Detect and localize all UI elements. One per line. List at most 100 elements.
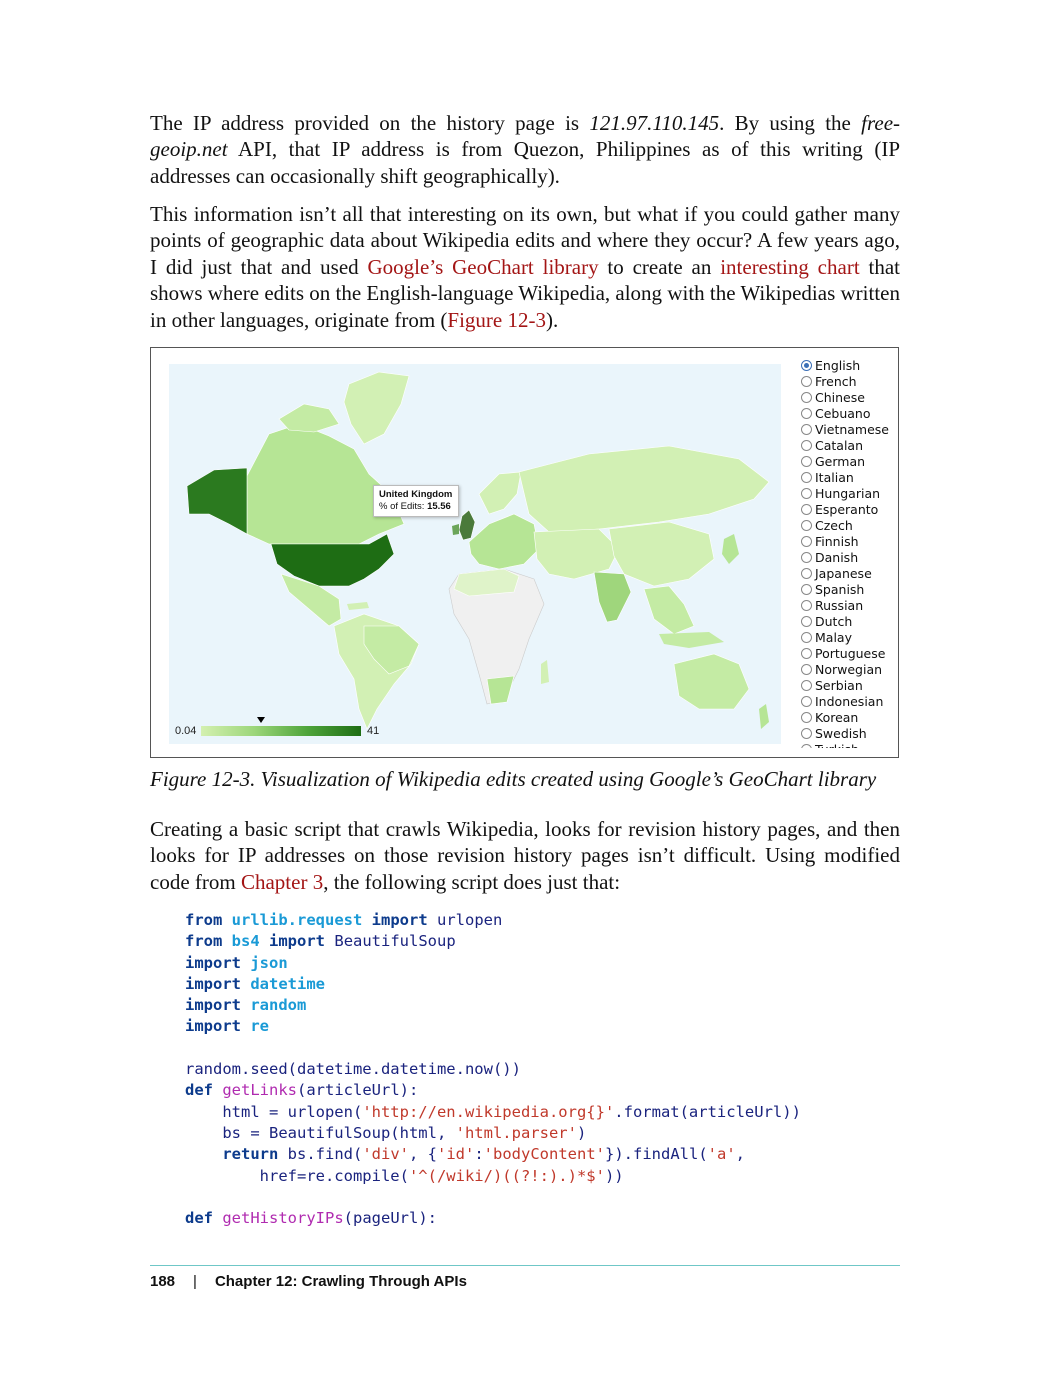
language-option[interactable]: Dutch [801,614,896,630]
language-option[interactable]: Chinese [801,390,896,406]
language-label: Malay [815,630,852,645]
text: . By using the [719,111,862,135]
radio-icon[interactable] [801,632,812,643]
language-option[interactable]: Finnish [801,534,896,550]
paragraph-script-intro: Creating a basic script that crawls Wiki… [150,816,900,895]
tooltip-value: 15.56 [427,501,451,512]
radio-icon[interactable] [801,472,812,483]
language-radio-list: English French Chinese Cebuano Vietnamese Cat… [801,358,896,748]
radio-icon[interactable] [801,360,812,371]
region-china [608,521,715,587]
language-option[interactable]: Turkish [801,742,896,748]
language-label: Danish [815,550,859,565]
text: , the following script does just that: [323,869,621,894]
language-label: French [815,374,857,389]
language-option[interactable]: Serbian [801,678,896,694]
radio-icon[interactable] [801,424,812,435]
region-brazil [363,625,420,675]
region-madagascar [541,660,549,684]
radio-icon[interactable] [801,584,812,595]
region-new-zealand [759,704,769,729]
radio-icon[interactable] [801,616,812,627]
language-label: Indonesian [815,694,884,709]
ip-address: 121.97.110.145 [589,111,720,135]
region-southeast-asia [643,585,695,635]
radio-icon[interactable] [801,376,812,387]
interesting-chart-link[interactable]: interesting chart [720,254,860,279]
language-label: Catalan [815,438,864,453]
code-line: import random [185,996,307,1015]
language-option[interactable]: Hungarian [801,486,896,502]
figure-caption: Figure 12-3. Visualization of Wikipedia … [150,767,877,791]
region-central-asia [533,528,620,580]
region-indonesia [659,632,724,648]
language-label: Swedish [815,726,867,741]
language-option[interactable]: Italian [801,470,896,486]
code-block: from urllib.request import urlopen from … [185,910,801,1229]
radio-icon[interactable] [801,728,812,739]
radio-icon[interactable] [801,744,812,748]
radio-icon[interactable] [801,696,812,707]
language-option[interactable]: Portuguese [801,646,896,662]
region-india [593,571,632,623]
radio-icon[interactable] [801,488,812,499]
language-option[interactable]: Malay [801,630,896,646]
code-line: def getLinks(articleUrl): [185,1081,419,1100]
language-label: German [815,454,866,469]
language-option[interactable]: German [801,454,896,470]
language-option[interactable]: Norwegian [801,662,896,678]
chapter-3-link[interactable]: Chapter 3 [240,869,324,894]
code-line: from urllib.request import urlopen [185,911,503,929]
language-option[interactable]: Danish [801,550,896,566]
radio-icon[interactable] [801,648,812,659]
code-line: random.seed(datetime.datetime.now()) [185,1060,521,1079]
radio-icon[interactable] [801,392,812,403]
language-label: Portuguese [815,646,886,661]
language-option[interactable]: Indonesian [801,694,896,710]
language-option[interactable]: Spanish [801,582,896,598]
radio-icon[interactable] [801,680,812,691]
language-option[interactable]: French [801,374,896,390]
code-line: def getHistoryIPs(pageUrl): [185,1209,437,1228]
radio-icon[interactable] [801,456,812,467]
language-option[interactable]: Esperanto [801,502,896,518]
language-option[interactable]: Cebuano [801,406,896,422]
legend-marker-icon [257,717,265,723]
language-label: Vietnamese [815,422,889,437]
language-label: Hungarian [815,486,881,501]
code-line: import re [185,1017,270,1036]
language-label: Russian [815,598,864,613]
geochart-library-link[interactable]: Google’s GeoChart library [367,254,599,279]
radio-icon[interactable] [801,568,812,579]
radio-icon[interactable] [801,552,812,563]
language-option[interactable]: Catalan [801,438,896,454]
region-south-africa [486,675,515,705]
language-option[interactable]: Russian [801,598,896,614]
chapter-title: Chapter 12: Crawling Through APIs [214,1273,467,1290]
language-label: Italian [815,470,854,485]
text: ). [545,307,559,332]
radio-icon[interactable] [801,440,812,451]
language-option[interactable]: English [801,358,896,374]
radio-icon[interactable] [801,536,812,547]
language-option[interactable]: Vietnamese [801,422,896,438]
radio-icon[interactable] [801,408,812,419]
tooltip-value-line: % of Edits: 15.56 [379,501,453,513]
figure-12-3-link[interactable]: Figure 12-3 [447,307,546,332]
language-label: Norwegian [815,662,883,677]
tooltip-country: United Kingdom [379,489,453,500]
language-option[interactable]: Japanese [801,566,896,582]
language-option[interactable]: Swedish [801,726,896,742]
language-option[interactable]: Czech [801,518,896,534]
radio-icon[interactable] [801,504,812,515]
radio-icon[interactable] [801,520,812,531]
radio-icon[interactable] [801,712,812,723]
radio-icon[interactable] [801,664,812,675]
paragraph-ip-address: The IP address provided on the history p… [150,110,900,189]
language-option[interactable]: Korean [801,710,896,726]
region-japan [722,534,739,564]
language-label: Serbian [815,678,863,693]
region-ireland [452,524,459,535]
page-footer: 188 | Chapter 12: Crawling Through APIs [150,1273,467,1290]
radio-icon[interactable] [801,600,812,611]
